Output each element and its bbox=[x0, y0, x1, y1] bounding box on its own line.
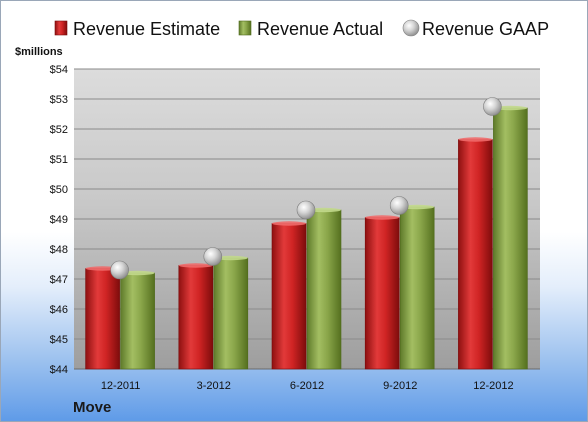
bar-revenue-estimate bbox=[85, 268, 120, 370]
legend-label: Revenue Actual bbox=[257, 19, 383, 39]
x-tick-label: 3-2012 bbox=[197, 380, 231, 392]
y-axis-ticks: $44 $45 $46 $47 $48 $49 $50 $51 $52 $53 $54 bbox=[50, 64, 68, 376]
bar-revenue-estimate bbox=[178, 265, 214, 370]
legend-label: Revenue GAAP bbox=[422, 19, 549, 39]
marker-revenue-gaap bbox=[483, 97, 502, 116]
marker-revenue-gaap bbox=[389, 196, 409, 215]
bar-top-highlight bbox=[178, 263, 213, 268]
y-tick-label: $45 bbox=[50, 334, 68, 346]
x-tick-label: 9-2012 bbox=[383, 380, 417, 392]
y-tick-label: $48 bbox=[50, 244, 68, 256]
company-name: Move bbox=[73, 399, 111, 416]
bar-top-highlight bbox=[307, 207, 341, 213]
marker-revenue-gaap bbox=[110, 260, 129, 280]
bar-marks bbox=[85, 105, 528, 370]
bar-top-highlight bbox=[213, 255, 248, 261]
y-tick-label: $49 bbox=[50, 214, 68, 226]
bar-top-highlight bbox=[493, 105, 528, 111]
legend-swatch bbox=[402, 19, 420, 37]
bar-revenue-actual bbox=[213, 257, 249, 370]
bar-revenue-actual bbox=[120, 272, 155, 370]
bar-revenue-actual bbox=[399, 206, 435, 370]
bar-top-highlight bbox=[365, 215, 400, 220]
bar-top-highlight bbox=[458, 137, 493, 142]
bar-revenue-actual bbox=[493, 107, 528, 370]
x-tick-label: 12-2012 bbox=[473, 380, 513, 392]
bar-revenue-estimate bbox=[458, 139, 493, 370]
bar-revenue-estimate bbox=[271, 223, 307, 370]
y-tick-label: $47 bbox=[50, 274, 68, 286]
marker-revenue-gaap bbox=[296, 200, 316, 220]
y-tick-label: $46 bbox=[50, 304, 68, 316]
legend-label: Revenue Estimate bbox=[73, 19, 220, 39]
gaap-markers bbox=[110, 97, 502, 280]
y-tick-label: $44 bbox=[50, 364, 68, 376]
y-tick-label: $54 bbox=[50, 64, 68, 76]
y-unit-label: $millions bbox=[15, 46, 63, 58]
bar-revenue-actual bbox=[306, 209, 342, 370]
y-tick-label: $52 bbox=[50, 124, 68, 136]
y-tick-label: $53 bbox=[50, 94, 68, 106]
legend: Revenue Estimate Revenue Actual Revenue GA… bbox=[54, 19, 549, 39]
marker-revenue-gaap bbox=[203, 247, 223, 266]
bar-revenue-estimate bbox=[364, 217, 400, 370]
y-tick-label: $50 bbox=[50, 184, 68, 196]
x-tick-label: 6-2012 bbox=[290, 380, 324, 392]
legend-swatch bbox=[54, 20, 68, 36]
bar-top-highlight bbox=[120, 270, 155, 276]
y-tick-label: $51 bbox=[50, 154, 68, 166]
bar-top-highlight bbox=[272, 221, 306, 226]
bar-top-highlight bbox=[400, 204, 435, 210]
legend-swatch bbox=[238, 20, 252, 36]
x-axis-ticks: 12-2011 3-2012 6-2012 9-2012 12-2012 bbox=[101, 380, 514, 392]
x-tick-label: 12-2011 bbox=[101, 380, 141, 392]
